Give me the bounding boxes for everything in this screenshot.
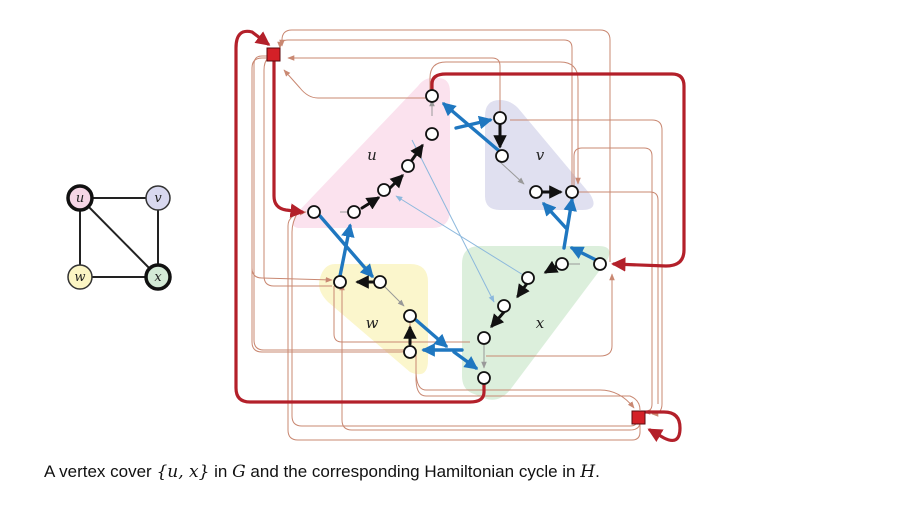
red-edge-end-loop xyxy=(644,410,682,442)
node-v-3 xyxy=(529,185,543,199)
small-graph: u v w x xyxy=(66,184,172,291)
start-square xyxy=(266,47,281,62)
red-edge-u-out xyxy=(430,72,686,272)
node-v-4 xyxy=(565,185,579,199)
small-label-w: w xyxy=(74,270,85,285)
caption-after: and the corresponding Hamiltonian cycle … xyxy=(245,462,581,481)
node-x-3 xyxy=(521,271,535,285)
small-label-u: u xyxy=(76,191,84,206)
caption-set: {u, x} xyxy=(156,462,210,482)
node-w-1 xyxy=(333,275,347,289)
node-u-4 xyxy=(377,183,391,197)
cycle-red-edges xyxy=(234,29,686,442)
red-edge-x-out xyxy=(234,29,486,404)
region-u xyxy=(292,78,450,228)
caption-h: H xyxy=(580,462,596,482)
node-v-2 xyxy=(495,149,509,163)
node-w-3 xyxy=(403,309,417,323)
figure-caption: A vertex cover {u, x} in G and the corre… xyxy=(44,462,884,482)
gadget-label-w: w xyxy=(366,314,379,332)
small-edge-u-x xyxy=(79,197,159,278)
gadget-label-v: v xyxy=(536,146,545,164)
end-square xyxy=(631,410,646,425)
gadget-label-x: x xyxy=(536,314,545,332)
region-w xyxy=(319,264,428,375)
caption-before: A vertex cover xyxy=(44,462,157,481)
node-u-2 xyxy=(425,127,439,141)
node-u-3 xyxy=(401,159,415,173)
node-x-5 xyxy=(477,331,491,345)
node-v-1 xyxy=(493,111,507,125)
gadget-nodes xyxy=(307,89,607,385)
node-x-1 xyxy=(593,257,607,271)
thin-edges xyxy=(251,29,663,441)
caption-end: . xyxy=(595,462,600,481)
gadget-regions xyxy=(292,78,610,400)
gadget-label-u: u xyxy=(367,146,377,164)
caption-middle: in xyxy=(209,462,233,481)
small-vertex-u xyxy=(66,184,94,212)
node-w-4 xyxy=(403,345,417,359)
small-vertex-v xyxy=(145,185,171,211)
region-v xyxy=(485,100,594,210)
node-u-1 xyxy=(425,89,439,103)
node-x-6 xyxy=(477,371,491,385)
region-x xyxy=(462,246,610,400)
node-u-5 xyxy=(347,205,361,219)
small-label-v: v xyxy=(154,191,162,206)
small-label-x: x xyxy=(154,270,162,285)
red-edge-start-to-u xyxy=(272,54,305,218)
node-x-4 xyxy=(497,299,511,313)
node-u-6 xyxy=(307,205,321,219)
node-w-2 xyxy=(373,275,387,289)
small-vertex-w xyxy=(67,264,93,290)
small-vertex-x xyxy=(144,263,172,291)
node-x-2 xyxy=(555,257,569,271)
cycle-blue-edges xyxy=(318,102,598,370)
caption-g: G xyxy=(232,462,246,482)
